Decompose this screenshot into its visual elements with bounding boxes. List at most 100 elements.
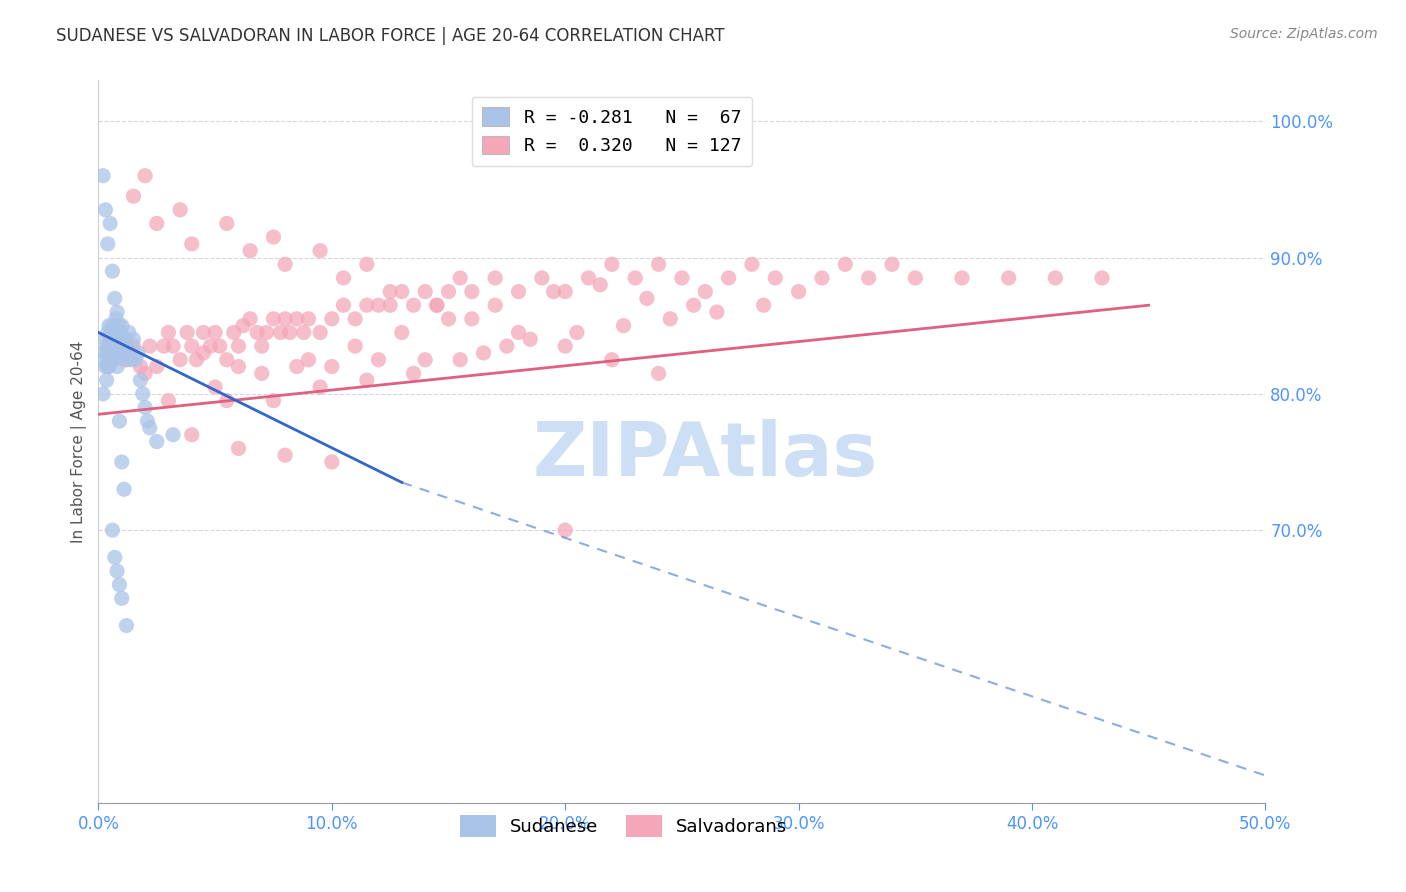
Sudanese bbox=[108, 577, 131, 591]
Sudanese bbox=[114, 332, 136, 346]
Salvadorans bbox=[274, 448, 297, 462]
Salvadorans bbox=[578, 271, 600, 285]
Sudanese bbox=[111, 339, 134, 353]
Salvadorans bbox=[519, 332, 541, 346]
Salvadorans bbox=[356, 257, 378, 271]
Salvadorans bbox=[752, 298, 775, 312]
Salvadorans bbox=[134, 169, 156, 183]
Sudanese bbox=[136, 414, 159, 428]
Salvadorans bbox=[647, 367, 669, 381]
Salvadorans bbox=[208, 339, 231, 353]
Salvadorans bbox=[204, 380, 226, 394]
Sudanese bbox=[104, 550, 127, 565]
Salvadorans bbox=[152, 339, 174, 353]
Sudanese bbox=[103, 352, 125, 367]
Sudanese bbox=[118, 326, 141, 340]
Salvadorans bbox=[543, 285, 565, 299]
Salvadorans bbox=[554, 285, 576, 299]
Sudanese bbox=[94, 332, 117, 346]
Salvadorans bbox=[449, 352, 471, 367]
Sudanese bbox=[91, 387, 114, 401]
Sudanese bbox=[111, 455, 134, 469]
Salvadorans bbox=[180, 427, 202, 442]
Salvadorans bbox=[858, 271, 880, 285]
Sudanese bbox=[94, 359, 117, 374]
Sudanese bbox=[108, 414, 131, 428]
Sudanese bbox=[101, 318, 124, 333]
Salvadorans bbox=[437, 285, 460, 299]
Sudanese bbox=[111, 346, 134, 360]
Salvadorans bbox=[228, 339, 250, 353]
Salvadorans bbox=[437, 311, 460, 326]
Salvadorans bbox=[391, 326, 413, 340]
Salvadorans bbox=[129, 359, 152, 374]
Salvadorans bbox=[274, 311, 297, 326]
Sudanese bbox=[97, 359, 120, 374]
Y-axis label: In Labor Force | Age 20-64: In Labor Force | Age 20-64 bbox=[72, 341, 87, 542]
Salvadorans bbox=[659, 311, 682, 326]
Sudanese bbox=[97, 326, 120, 340]
Salvadorans bbox=[292, 326, 315, 340]
Text: Source: ZipAtlas.com: Source: ZipAtlas.com bbox=[1230, 27, 1378, 41]
Sudanese bbox=[101, 339, 124, 353]
Sudanese bbox=[104, 332, 127, 346]
Salvadorans bbox=[139, 339, 162, 353]
Sudanese bbox=[105, 339, 128, 353]
Salvadorans bbox=[215, 352, 238, 367]
Salvadorans bbox=[262, 230, 284, 244]
Salvadorans bbox=[215, 216, 238, 230]
Salvadorans bbox=[344, 339, 367, 353]
Sudanese bbox=[98, 216, 121, 230]
Salvadorans bbox=[741, 257, 763, 271]
Sudanese bbox=[127, 346, 149, 360]
Salvadorans bbox=[426, 298, 449, 312]
Sudanese bbox=[105, 564, 128, 578]
Salvadorans bbox=[228, 359, 250, 374]
Salvadorans bbox=[426, 298, 449, 312]
Salvadorans bbox=[1091, 271, 1114, 285]
Sudanese bbox=[111, 591, 134, 606]
Text: ZIPAtlas: ZIPAtlas bbox=[533, 419, 877, 492]
Sudanese bbox=[104, 346, 127, 360]
Sudanese bbox=[97, 339, 120, 353]
Salvadorans bbox=[880, 257, 903, 271]
Sudanese bbox=[125, 352, 148, 367]
Salvadorans bbox=[508, 285, 530, 299]
Salvadorans bbox=[239, 244, 262, 258]
Salvadorans bbox=[682, 298, 704, 312]
Sudanese bbox=[90, 352, 112, 367]
Salvadorans bbox=[232, 318, 254, 333]
Sudanese bbox=[122, 332, 145, 346]
Sudanese bbox=[139, 421, 162, 435]
Sudanese bbox=[96, 373, 118, 387]
Text: SUDANESE VS SALVADORAN IN LABOR FORCE | AGE 20-64 CORRELATION CHART: SUDANESE VS SALVADORAN IN LABOR FORCE | … bbox=[56, 27, 725, 45]
Sudanese bbox=[111, 318, 134, 333]
Salvadorans bbox=[997, 271, 1019, 285]
Salvadorans bbox=[950, 271, 973, 285]
Salvadorans bbox=[508, 326, 530, 340]
Salvadorans bbox=[706, 305, 728, 319]
Salvadorans bbox=[554, 523, 576, 537]
Salvadorans bbox=[193, 346, 215, 360]
Salvadorans bbox=[146, 216, 169, 230]
Salvadorans bbox=[356, 373, 378, 387]
Sudanese bbox=[120, 352, 142, 367]
Sudanese bbox=[110, 326, 132, 340]
Sudanese bbox=[98, 352, 121, 367]
Salvadorans bbox=[402, 298, 425, 312]
Sudanese bbox=[93, 346, 115, 360]
Salvadorans bbox=[472, 346, 495, 360]
Salvadorans bbox=[176, 326, 198, 340]
Sudanese bbox=[97, 236, 120, 251]
Sudanese bbox=[134, 401, 156, 415]
Salvadorans bbox=[321, 455, 343, 469]
Salvadorans bbox=[285, 311, 308, 326]
Salvadorans bbox=[246, 326, 269, 340]
Salvadorans bbox=[1045, 271, 1067, 285]
Salvadorans bbox=[554, 339, 576, 353]
Salvadorans bbox=[367, 298, 389, 312]
Salvadorans bbox=[169, 352, 191, 367]
Salvadorans bbox=[565, 326, 588, 340]
Salvadorans bbox=[904, 271, 927, 285]
Salvadorans bbox=[391, 285, 413, 299]
